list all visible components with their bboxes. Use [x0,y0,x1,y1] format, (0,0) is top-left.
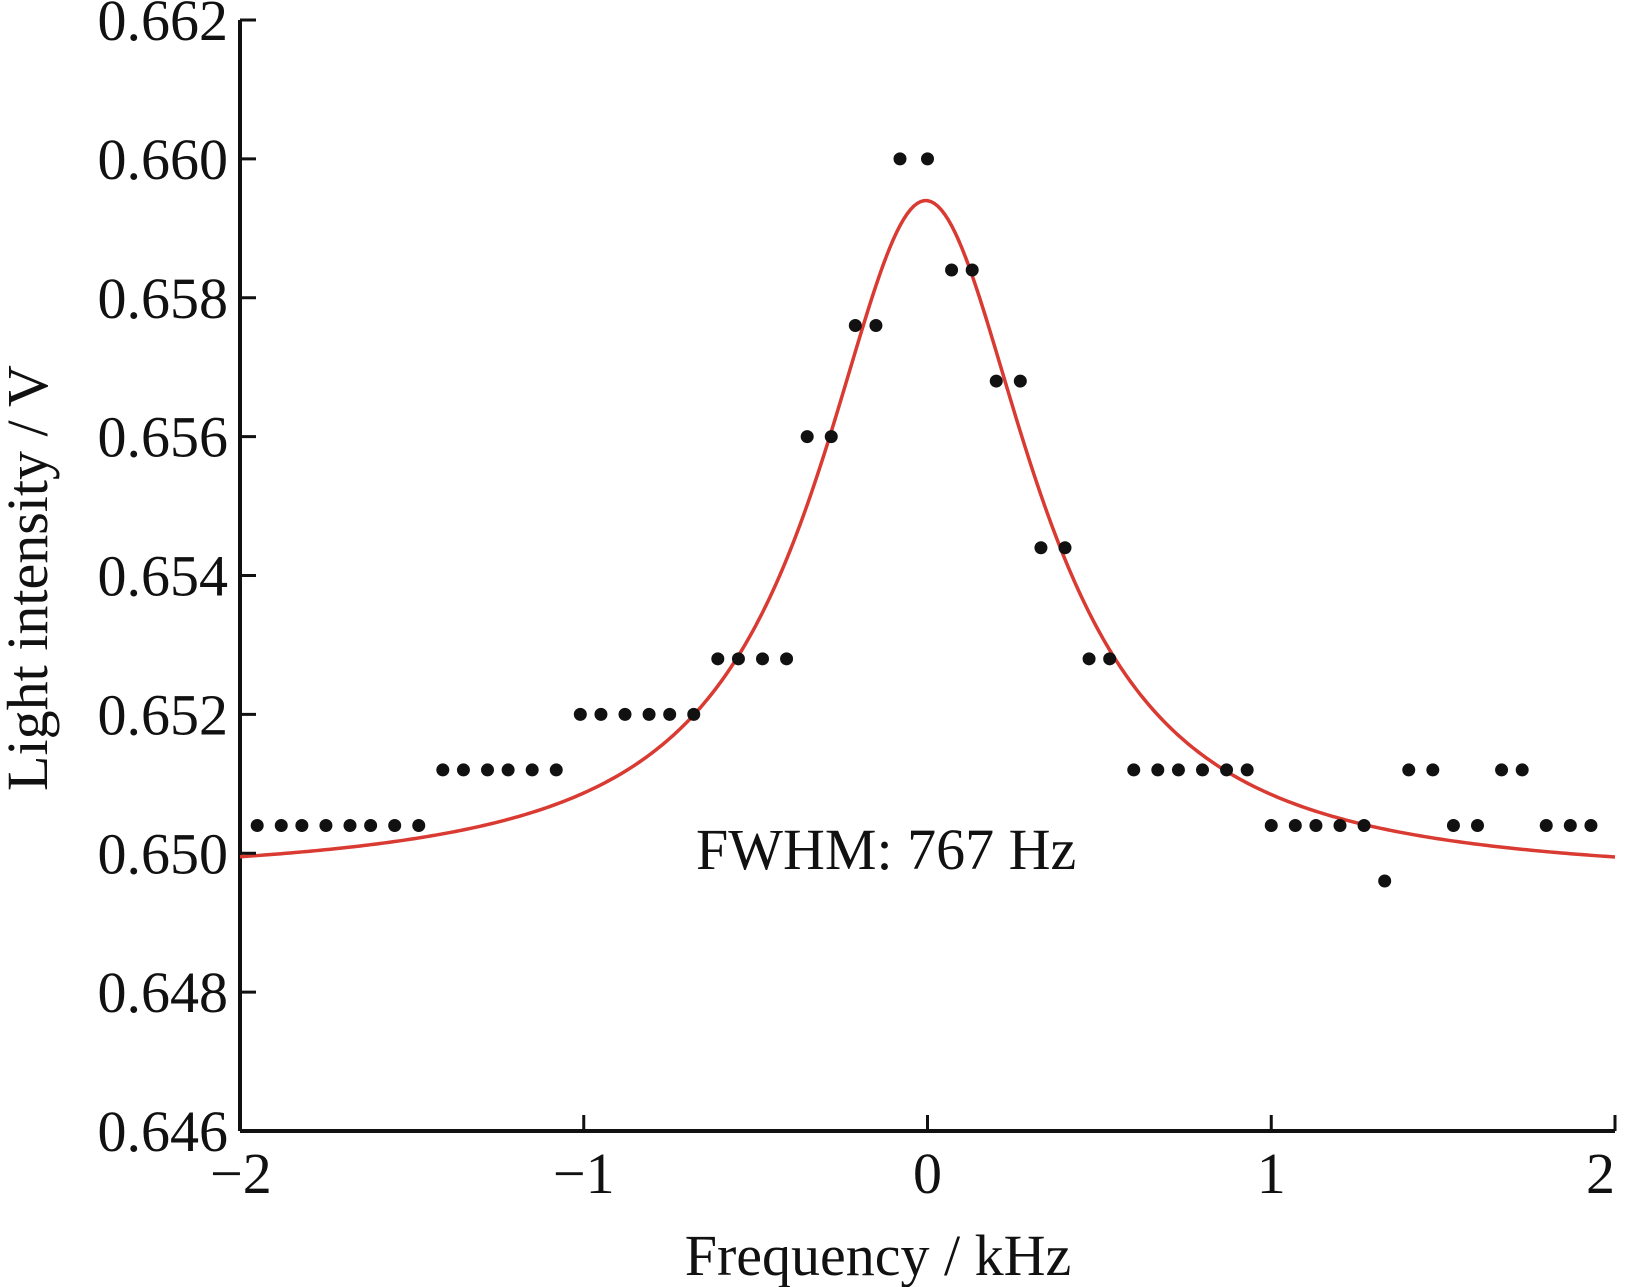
axes [238,20,1615,1133]
x-tick-label: 2 [1586,1141,1615,1206]
data-point [1539,818,1553,832]
y-tick-label: 0.654 [98,544,229,609]
y-tick-label: 0.662 [98,0,229,53]
data-points-layer [250,152,1598,888]
data-point [663,707,677,721]
data-point [893,152,907,166]
data-point [250,818,264,832]
x-tick-label: 0 [913,1141,942,1206]
data-point [1333,818,1347,832]
data-point [319,818,333,832]
data-point [731,652,745,666]
data-point [921,152,934,166]
fwhm-annotation: FWHM: 767 Hz [696,817,1076,882]
data-point [343,818,357,832]
data-point [989,374,1003,388]
fit-curve-layer [239,198,1616,859]
data-point [549,763,563,777]
data-point [1013,374,1027,388]
data-point [1220,763,1234,777]
data-point [1288,818,1302,832]
x-tick-label: −1 [553,1141,615,1206]
data-point [1471,818,1484,832]
data-point [412,818,426,832]
data-point [687,707,701,721]
data-point [388,818,402,832]
data-point [274,818,288,832]
data-point [780,652,794,666]
data-point [1082,652,1096,666]
data-point [1563,818,1577,832]
data-point [965,263,979,277]
data-point [1103,652,1117,666]
x-tick-label: 1 [1257,1141,1286,1206]
data-point [1264,818,1278,832]
y-tick-label: 0.658 [98,266,229,331]
data-point [1515,763,1529,777]
data-point [945,263,959,277]
data-point [1151,763,1165,777]
data-point [1240,763,1254,777]
ticks-layer: 0.646 0.648 0.650 0.652 0.654 0.656 0.658 0.660… [98,0,1617,1206]
data-point [1171,763,1185,777]
data-point [642,707,656,721]
data-point [1402,763,1416,777]
data-point [481,763,494,777]
y-tick-label: 0.660 [98,127,229,192]
data-point [824,430,838,444]
data-point [1584,818,1598,832]
data-point [525,763,539,777]
data-point [1378,874,1392,888]
data-point [756,652,769,666]
data-point [295,818,309,832]
data-point [501,763,515,777]
data-point [800,430,814,444]
data-point [1426,763,1440,777]
data-point [1309,818,1323,832]
data-point [594,707,608,721]
data-point [1196,763,1209,777]
data-point [364,818,378,832]
y-tick-label: 0.650 [98,821,229,886]
data-point [573,707,587,721]
data-point [1357,818,1371,832]
data-point [1034,541,1048,555]
data-point [436,763,450,777]
data-point [1446,818,1460,832]
data-point [618,707,632,721]
data-point [1127,763,1141,777]
data-point [1058,541,1072,555]
data-point [711,652,725,666]
x-tick-label: −2 [210,1141,272,1206]
data-point [848,319,862,333]
x-axis-title: Frequency / kHz [685,1223,1072,1287]
y-tick-label: 0.656 [98,405,229,470]
data-point [1495,763,1509,777]
y-axis-title: Light intensity / V [0,365,60,791]
y-tick-label: 0.652 [98,682,229,747]
y-tick-label: 0.646 [98,1099,229,1164]
y-tick-label: 0.648 [98,960,229,1025]
data-point [456,763,470,777]
data-point [869,319,883,333]
lorentzian-fit-line [239,198,1616,859]
